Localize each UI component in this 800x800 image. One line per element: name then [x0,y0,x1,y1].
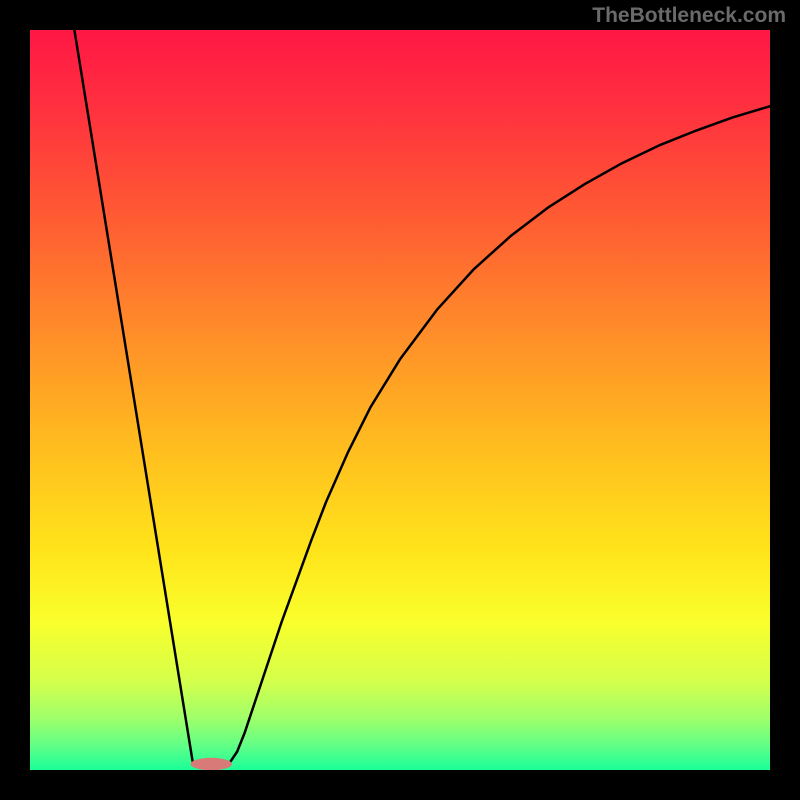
chart-area [30,30,770,770]
watermark-text: TheBottleneck.com [592,4,786,28]
chart-background [30,30,770,770]
bottleneck-marker [191,758,232,770]
chart-svg [30,30,770,770]
